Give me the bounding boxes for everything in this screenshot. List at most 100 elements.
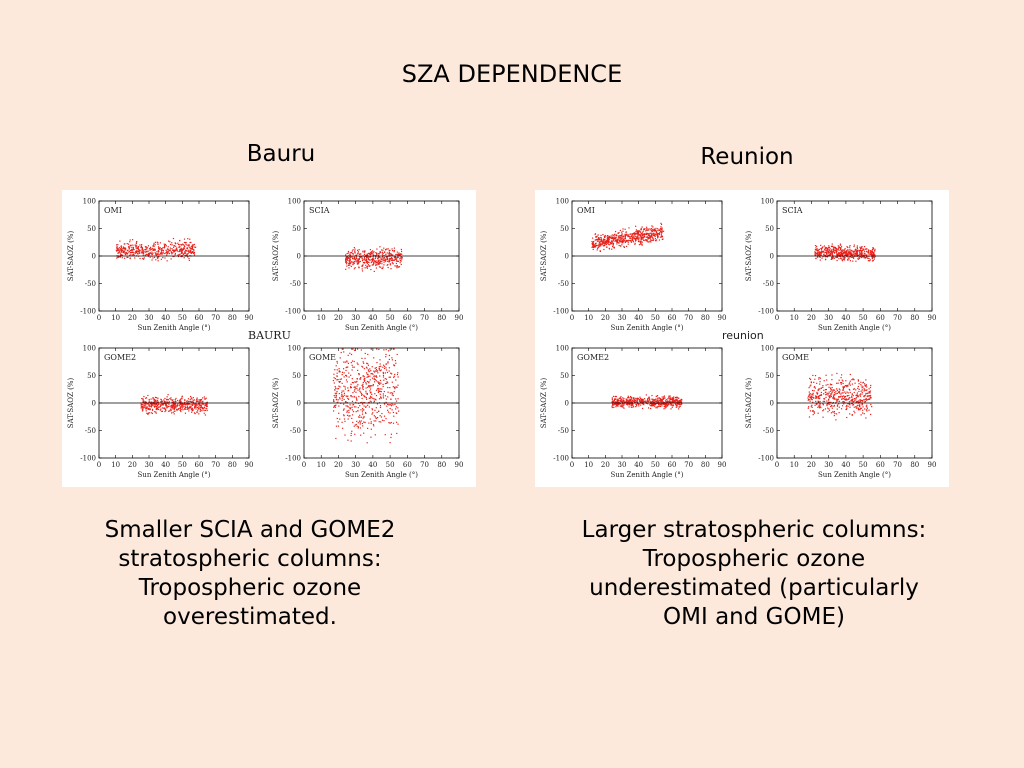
scatter-point — [852, 404, 855, 406]
scatter-point — [869, 397, 872, 399]
scatter-point — [675, 398, 677, 400]
scatter-point — [855, 398, 857, 400]
scatter-point — [865, 379, 867, 381]
scatter-point — [376, 370, 378, 372]
scatter-point — [866, 399, 868, 401]
scatter-point — [193, 407, 196, 409]
scatter-point — [871, 406, 873, 408]
scatter-point — [852, 254, 854, 256]
scatter-point — [853, 400, 855, 402]
scatter-point — [618, 399, 620, 402]
scatter-point — [641, 241, 643, 244]
scatter-point — [849, 382, 851, 384]
scatter-point — [652, 237, 654, 239]
scatter-point — [356, 387, 358, 390]
scatter-point — [134, 257, 136, 259]
scatter-point — [855, 253, 857, 256]
scatter-point — [630, 396, 632, 398]
scatter-point — [159, 242, 162, 244]
scatter-point — [191, 248, 193, 250]
scatter-point — [374, 416, 376, 418]
scatter-point — [149, 403, 152, 405]
scatter-point — [167, 399, 169, 401]
scatter-point — [189, 251, 192, 253]
scatter-point — [842, 386, 844, 388]
scatter-point — [626, 239, 628, 242]
scatter-point — [867, 253, 869, 255]
scatter-point — [148, 405, 150, 407]
scatter-point — [843, 403, 845, 405]
scatter-point — [636, 238, 638, 240]
scatter-point — [606, 237, 609, 239]
scatter-point — [358, 395, 360, 398]
scatter-point — [870, 413, 872, 416]
scatter-point — [640, 400, 643, 403]
y-tick-label: -50 — [558, 427, 569, 435]
scatter-point — [634, 400, 636, 402]
scatter-point — [815, 395, 817, 397]
scatter-point — [343, 390, 345, 392]
scatter-point — [150, 248, 152, 251]
scatter-point — [349, 258, 351, 260]
scatter-point — [166, 260, 168, 262]
scatter-point — [670, 398, 672, 401]
scatter-point — [130, 254, 132, 256]
scatter-point — [655, 233, 657, 235]
scatter-point — [356, 348, 359, 350]
scatter-point — [362, 251, 364, 253]
scatter-point — [174, 252, 177, 255]
scatter-point — [371, 413, 373, 415]
scatter-point — [836, 382, 838, 384]
scatter-point — [847, 405, 849, 407]
scatter-point — [341, 371, 344, 373]
scatter-point — [352, 366, 354, 368]
scatter-point — [670, 408, 672, 410]
scatter-point — [382, 249, 384, 251]
scatter-point — [173, 250, 176, 252]
scatter-point — [184, 406, 187, 409]
scatter-point — [155, 259, 157, 261]
scatter-point — [359, 423, 361, 425]
scatter-point — [350, 434, 352, 437]
scatter-point — [374, 409, 376, 411]
scatter-point — [397, 266, 399, 268]
scatter-point — [826, 392, 828, 394]
scatter-point — [643, 403, 645, 406]
scatter-point — [838, 396, 840, 398]
scatter-point — [347, 257, 349, 259]
scatter-point — [815, 252, 817, 254]
scatter-point — [166, 399, 168, 401]
scatter-point — [816, 397, 818, 399]
scatter-point — [206, 405, 208, 408]
scatter-point — [360, 253, 362, 255]
scatter-point — [345, 258, 347, 260]
scatter-point — [638, 231, 640, 233]
scatter-point — [872, 252, 874, 255]
scatter-point — [356, 257, 358, 259]
scatter-point — [833, 249, 836, 251]
scatter-point — [169, 249, 171, 251]
scatter-point — [604, 236, 606, 238]
scatter-point — [843, 386, 845, 388]
scatter-point — [650, 229, 652, 231]
scatter-point — [378, 390, 380, 392]
scatter-point — [631, 404, 633, 406]
scatter-point — [667, 404, 669, 406]
scatter-point — [838, 379, 840, 381]
scatter-point — [652, 401, 654, 403]
scatter-point — [395, 412, 397, 414]
scatter-point — [831, 383, 833, 386]
scatter-point — [384, 365, 386, 367]
scatter-point — [151, 403, 153, 405]
scatter-point — [127, 249, 129, 252]
scatter-point — [364, 251, 366, 253]
scatter-point — [865, 250, 868, 252]
scatter-point — [159, 253, 161, 256]
scatter-point — [367, 254, 369, 256]
scatter-point — [135, 244, 137, 246]
scatter-point — [377, 263, 379, 265]
scatter-point — [853, 253, 855, 255]
scatter-point — [614, 399, 616, 401]
x-axis-label: Sun Zenith Angle (°) — [818, 324, 891, 332]
scatter-point — [677, 401, 680, 403]
